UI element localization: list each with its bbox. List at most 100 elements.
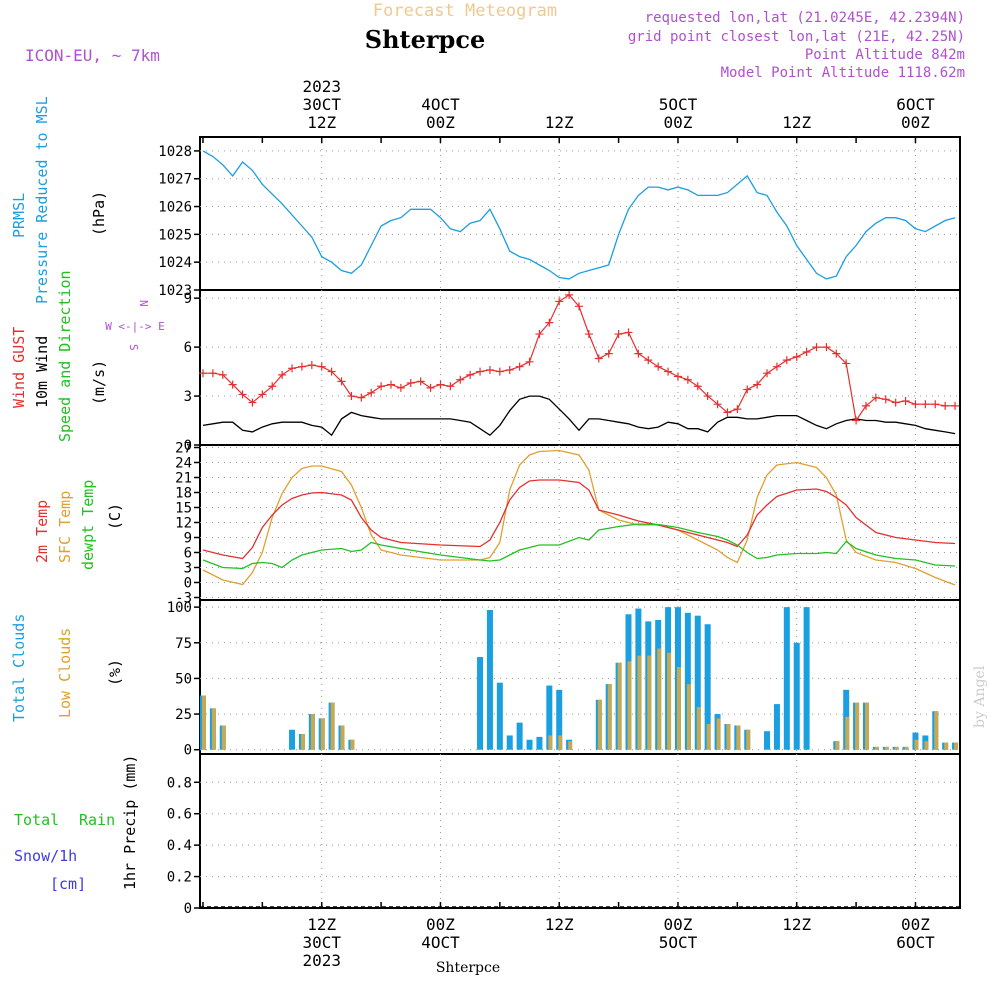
gust-marker — [772, 362, 781, 371]
low-cloud-bar — [845, 716, 850, 750]
low-cloud-bar — [657, 648, 662, 750]
gust-marker — [832, 349, 841, 358]
time-label-bottom: 12Z — [545, 915, 574, 934]
low-cloud-bar — [310, 714, 315, 750]
time-label-top: 5OCT — [659, 95, 698, 114]
panel-frame-wind — [199, 289, 961, 446]
gust-marker — [396, 383, 405, 392]
low-cloud-bar — [340, 725, 345, 750]
gust-marker — [218, 370, 227, 379]
ytick-label-precip: 0 — [184, 901, 192, 917]
low-cloud-bar — [548, 735, 553, 750]
label-celsius: (C) — [106, 503, 124, 530]
gust-marker — [406, 379, 415, 387]
low-cloud-bar — [558, 735, 563, 750]
gust-marker — [713, 400, 722, 409]
time-label-bottom: 12Z — [307, 915, 336, 934]
total-cloud-bar — [704, 624, 711, 750]
panel-frame-precip — [199, 753, 961, 909]
label-low-clouds: Low Clouds — [56, 628, 74, 718]
low-cloud-bar — [904, 746, 909, 750]
ytick-label-pressure: 1026 — [158, 200, 192, 216]
gust-marker — [861, 401, 870, 410]
low-cloud-bar — [330, 702, 335, 750]
label-speed-direction: Speed and Direction — [56, 270, 74, 442]
total-cloud-bar — [764, 731, 771, 750]
low-cloud-bar — [855, 702, 860, 750]
low-cloud-bar — [874, 746, 879, 750]
gust-marker — [871, 393, 880, 402]
time-label-top: 00Z — [664, 113, 693, 132]
label-cm: [cm] — [50, 875, 86, 893]
gust-marker — [307, 361, 316, 370]
gust-marker — [288, 364, 297, 373]
ytick-label-clouds: 25 — [175, 707, 192, 723]
ytick-label-pressure: 1024 — [158, 255, 192, 271]
gust-marker — [782, 356, 791, 365]
model-label: ICON-EU, ~ 7km — [25, 46, 160, 65]
gust-marker — [931, 400, 940, 409]
gust-marker — [268, 382, 277, 391]
ytick-label-temperature: 0 — [184, 576, 192, 592]
gust-marker — [426, 383, 435, 392]
low-cloud-bar — [676, 667, 681, 750]
ytick-label-temperature: 18 — [175, 486, 192, 502]
credit-mark: by Angel — [972, 665, 988, 728]
time-label-bottom: 2023 — [302, 951, 341, 970]
label-total: Total — [14, 811, 59, 829]
time-label-top: 12Z — [782, 113, 811, 132]
gust-marker — [654, 362, 663, 371]
top-label: Forecast Meteogram — [373, 1, 557, 21]
low-cloud-bar — [627, 661, 632, 750]
ytick-label-temperature: 21 — [175, 471, 192, 487]
gust-marker — [416, 377, 425, 386]
ytick-label-wind: 3 — [184, 389, 192, 405]
gust-marker — [852, 416, 861, 425]
gust-marker — [386, 380, 395, 389]
series-line-wind-gust — [203, 294, 956, 423]
ytick-label-wind: 9 — [184, 291, 192, 307]
ytick-label-clouds: 50 — [175, 671, 192, 687]
gust-marker — [248, 398, 257, 407]
point-altitude: Point Altitude 842m — [805, 47, 965, 63]
gust-marker — [664, 367, 673, 376]
gust-marker — [604, 349, 613, 358]
gust-marker — [466, 370, 475, 379]
total-cloud-bar — [289, 729, 296, 750]
gust-marker — [753, 380, 762, 389]
low-cloud-bar — [835, 741, 840, 750]
low-cloud-bar — [686, 684, 691, 750]
label-1hr-precip: 1hr Precip (mm) — [121, 755, 139, 890]
gust-marker — [901, 396, 910, 405]
total-cloud-bar — [556, 689, 563, 750]
gust-marker — [317, 362, 326, 371]
series-line-dewpt-temp — [202, 523, 956, 570]
total-cloud-bar — [526, 739, 533, 750]
gust-marker — [446, 382, 455, 391]
label-prmsl: PRMSL — [10, 193, 28, 238]
label-snow: Snow/1h — [14, 847, 77, 865]
low-cloud-bar — [350, 739, 355, 750]
gust-marker — [337, 377, 346, 386]
gust-marker — [822, 343, 831, 352]
low-cloud-bar — [924, 741, 929, 750]
time-label-top: 00Z — [901, 113, 930, 132]
compass-west-east: W <-|-> E — [105, 320, 165, 333]
gust-marker — [683, 375, 692, 384]
low-cloud-bar — [726, 724, 731, 750]
label-dewpt-temp: dewpt Temp — [79, 480, 97, 570]
low-cloud-bar — [637, 655, 642, 750]
compass-south: S — [127, 344, 140, 351]
gust-marker — [921, 400, 930, 409]
ytick-label-temperature: 15 — [175, 501, 192, 517]
footer-location: Shterpce — [436, 960, 500, 976]
time-label-top: 30CT — [302, 95, 341, 114]
gust-marker — [723, 408, 732, 417]
low-cloud-bar — [607, 684, 612, 750]
low-cloud-bar — [954, 742, 959, 750]
low-cloud-bar — [864, 702, 869, 750]
gust-marker — [911, 400, 920, 409]
gust-marker — [228, 380, 237, 389]
low-cloud-bar — [934, 711, 939, 750]
